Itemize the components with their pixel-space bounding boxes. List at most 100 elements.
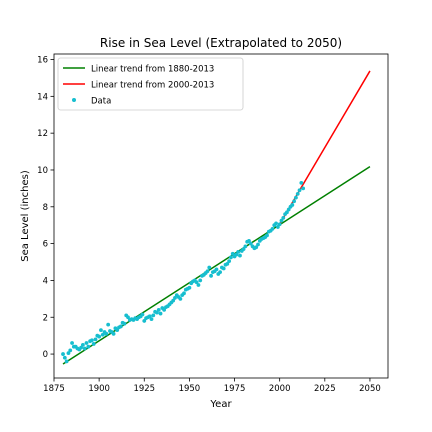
data-point [229, 255, 233, 260]
x-tick-label: 1925 [133, 384, 155, 394]
y-tick-label: 4 [43, 276, 48, 286]
data-point [248, 241, 253, 246]
x-tick-label: 2050 [359, 384, 381, 394]
data-point [301, 186, 306, 191]
x-axis-label: Year [209, 399, 232, 410]
data-point [61, 352, 65, 356]
data-point [173, 296, 177, 300]
data-point [187, 285, 192, 290]
data-point [104, 331, 109, 336]
data-point [243, 244, 248, 249]
data-point [247, 238, 251, 243]
data-point [162, 307, 167, 312]
data-point [171, 298, 176, 303]
data-point [294, 195, 298, 200]
y-tick-label: 16 [37, 56, 48, 66]
data-point [82, 346, 87, 351]
data-point [225, 261, 230, 266]
data-point [118, 324, 123, 329]
data-point [209, 273, 213, 278]
data-point [142, 319, 147, 323]
y-tick-label: 2 [43, 313, 48, 323]
data-point [236, 249, 241, 254]
data-point [126, 315, 130, 320]
x-tick-label: 1950 [179, 384, 201, 394]
plot-area [61, 70, 371, 365]
data-point [295, 192, 300, 196]
data-point [284, 210, 289, 215]
y-tick-label: 14 [37, 92, 48, 102]
data-point [84, 341, 89, 345]
data-point [140, 312, 145, 317]
data-point [99, 328, 103, 333]
data-point [86, 344, 91, 349]
data-point [115, 328, 120, 333]
data-point [241, 247, 246, 252]
x-tick-label: 1900 [88, 384, 110, 394]
y-tick-label: 8 [43, 203, 48, 213]
data-point [238, 253, 242, 258]
data-point [79, 345, 83, 350]
data-point [90, 338, 94, 343]
data-point [281, 215, 286, 220]
legend-label: Linear trend from 2000-2013 [91, 81, 214, 91]
data-point [270, 226, 275, 231]
data-point [234, 252, 239, 257]
data-point [100, 332, 105, 337]
x-tick-label: 2025 [314, 384, 336, 394]
data-point [227, 259, 232, 264]
data-point [147, 314, 152, 319]
y-tick-label: 0 [43, 350, 48, 360]
legend: Linear trend from 1880-2013 Linear trend … [57, 57, 244, 111]
data-point [277, 222, 282, 227]
data-point [299, 180, 304, 185]
y-tick-label: 10 [37, 166, 48, 176]
data-point [91, 342, 96, 346]
legend-label: Linear trend from 1880-2013 [91, 65, 214, 75]
data-point [151, 313, 156, 318]
data-point [290, 203, 295, 207]
data-point [194, 280, 199, 285]
data-point [205, 269, 210, 274]
data-point [149, 317, 154, 321]
data-point [256, 242, 260, 247]
data-point [279, 218, 284, 223]
data-point [207, 265, 212, 270]
legend-label: Data [91, 97, 111, 107]
data-point [286, 207, 291, 212]
data-point [292, 199, 297, 204]
data-point [106, 322, 111, 327]
axes: 1875 1900 1925 1950 1975 2000 2025 2050 0 2 4 6 8 10 1… [37, 53, 389, 394]
data-point [158, 311, 163, 316]
data-point [64, 359, 69, 364]
data-point [221, 266, 226, 271]
trend-line-0 [62, 166, 371, 365]
data-point [97, 334, 102, 339]
data-point [93, 337, 98, 342]
data-point [274, 221, 278, 226]
x-tick-label: 1975 [224, 384, 246, 394]
x-tick-label: 1875 [43, 384, 65, 394]
data-point [265, 233, 269, 238]
data-point [218, 270, 222, 275]
data-point [80, 342, 85, 347]
x-tick-label: 2000 [269, 384, 291, 394]
y-tick-label: 12 [37, 129, 48, 139]
data-point [68, 348, 73, 353]
data-point [62, 355, 67, 360]
data-point [182, 291, 186, 296]
y-tick-label: 6 [43, 240, 48, 250]
data-point [122, 321, 127, 326]
data-point [70, 341, 74, 345]
legend-box [57, 57, 244, 111]
data-point [214, 267, 219, 272]
data-point [196, 283, 201, 287]
data-point [155, 310, 159, 315]
data-point [275, 225, 280, 229]
data-point [230, 251, 235, 256]
chart-title: Rise in Sea Level (Extrapolated to 2050) [100, 36, 342, 50]
data-point [66, 351, 71, 356]
data-point [156, 307, 161, 312]
data-point [254, 245, 259, 250]
